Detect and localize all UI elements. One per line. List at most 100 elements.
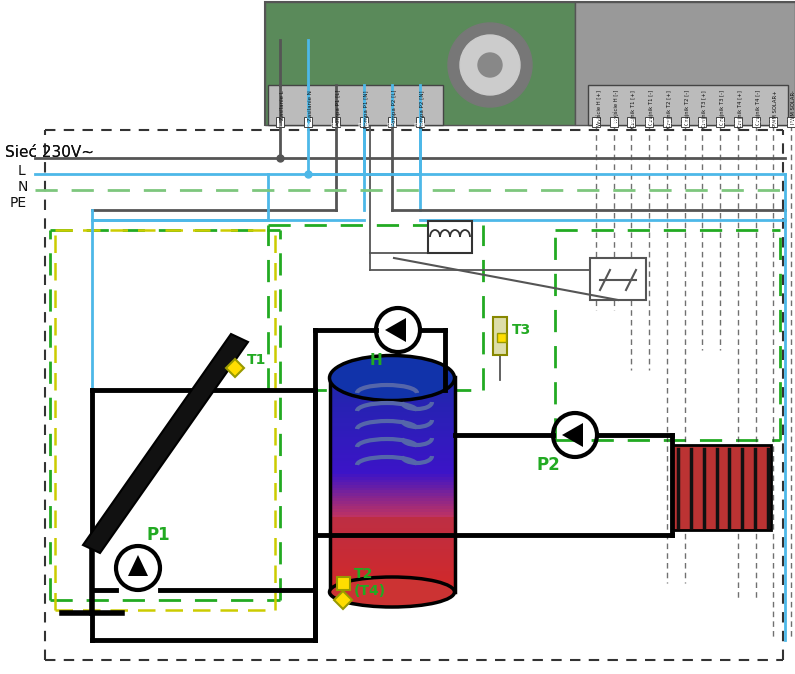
Text: Pompa P2 [N]: Pompa P2 [N] [420, 90, 425, 127]
Bar [330, 513, 455, 517]
Bar [330, 548, 455, 552]
Bar [330, 446, 455, 450]
Bar [330, 580, 455, 584]
Bar [330, 382, 455, 386]
Text: 12: 12 [680, 119, 689, 125]
Text: Pompa P1 [N]: Pompa P1 [N] [364, 90, 369, 127]
Text: 11: 11 [662, 119, 672, 125]
Bar [330, 427, 455, 431]
Text: Zasilanie L: Zasilanie L [280, 90, 285, 120]
Bar [330, 411, 455, 415]
Bar [332, 117, 340, 127]
Bar [716, 117, 724, 127]
Bar [698, 117, 707, 127]
Bar [330, 379, 455, 383]
Bar [627, 117, 635, 127]
Bar [330, 588, 455, 592]
Text: P2L: P2L [386, 123, 398, 128]
Text: Czujnik T1 [+]: Czujnik T1 [+] [631, 90, 637, 128]
Text: P2: P2 [537, 456, 560, 474]
Bar [330, 537, 455, 541]
Bar [330, 414, 455, 418]
Text: Czujnik T4 [-]: Czujnik T4 [-] [755, 90, 761, 125]
Bar [330, 484, 455, 488]
Text: Sieć 230V~: Sieć 230V~ [5, 145, 94, 160]
Bar [330, 473, 455, 477]
Polygon shape [128, 555, 148, 576]
Bar [330, 559, 455, 563]
Ellipse shape [329, 577, 455, 607]
Bar [330, 532, 455, 536]
Bar [330, 489, 455, 493]
Bar [330, 508, 455, 512]
Bar [330, 377, 455, 592]
Text: Wyjście H [-]: Wyjście H [-] [614, 90, 619, 123]
Text: 9: 9 [629, 119, 634, 125]
Text: 13: 13 [697, 119, 708, 125]
Polygon shape [226, 359, 244, 377]
Text: (T4): (T4) [354, 584, 386, 598]
Text: PE: PE [10, 196, 27, 210]
Bar [330, 425, 455, 429]
Circle shape [460, 35, 520, 95]
Bar [330, 578, 455, 582]
Text: Czujnik T2 [-]: Czujnik T2 [-] [684, 90, 689, 125]
Bar [330, 519, 455, 523]
Text: N: N [18, 180, 29, 194]
Bar [330, 511, 455, 515]
Bar [330, 443, 455, 447]
Bar [330, 586, 455, 590]
Text: Pompa P1 [L]: Pompa P1 [L] [336, 90, 341, 127]
Bar [330, 408, 455, 412]
Bar [330, 554, 455, 558]
Bar [330, 502, 455, 506]
Circle shape [304, 99, 316, 111]
Text: H: H [370, 353, 382, 368]
Circle shape [284, 99, 296, 111]
Bar [734, 117, 742, 127]
Bar [388, 117, 396, 127]
Polygon shape [334, 591, 352, 609]
Polygon shape [83, 334, 248, 553]
Text: PWM SOLAR-: PWM SOLAR- [791, 90, 795, 124]
Bar [330, 478, 455, 482]
Bar [265, 2, 795, 125]
Bar [330, 567, 455, 571]
Bar [330, 494, 455, 498]
Text: T1: T1 [247, 353, 266, 367]
Text: L: L [278, 123, 281, 128]
Text: 10: 10 [644, 119, 654, 125]
Text: T3: T3 [512, 323, 531, 337]
Bar [590, 258, 646, 300]
Bar [330, 438, 455, 442]
Circle shape [478, 53, 502, 77]
Bar [575, 2, 795, 125]
Bar [770, 117, 778, 127]
Bar [337, 577, 350, 590]
Bar [330, 435, 455, 439]
Bar [787, 117, 795, 127]
Bar [416, 117, 424, 127]
Bar [330, 422, 455, 426]
Circle shape [324, 99, 336, 111]
Bar [330, 545, 455, 549]
Bar [330, 400, 455, 404]
Circle shape [448, 23, 532, 107]
Bar [268, 85, 443, 125]
Text: Sieć 230V~: Sieć 230V~ [5, 145, 94, 160]
Bar [330, 575, 455, 579]
Bar [330, 403, 455, 407]
Text: 16: 16 [750, 119, 760, 125]
Polygon shape [562, 423, 583, 447]
Bar [330, 376, 455, 380]
Bar [610, 117, 618, 127]
Text: Czujnik T2 [+]: Czujnik T2 [+] [667, 90, 672, 128]
Bar [330, 570, 455, 574]
Bar [330, 556, 455, 560]
Polygon shape [385, 318, 406, 342]
Bar [265, 2, 575, 125]
Bar [304, 117, 312, 127]
Bar [330, 392, 455, 396]
Bar [330, 583, 455, 587]
Bar [330, 406, 455, 410]
